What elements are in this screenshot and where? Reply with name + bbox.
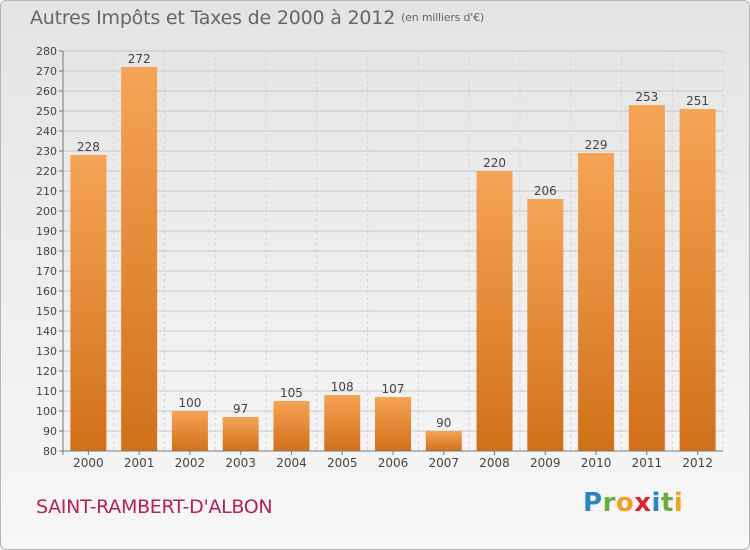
data-label-2009: 206 [534,184,557,198]
commune-name: SAINT-RAMBERT-D'ALBON [36,496,273,518]
data-label-2010: 229 [585,138,608,152]
data-label-2007: 90 [436,416,451,430]
data-label-2011: 253 [635,90,658,104]
bar-2006 [375,397,411,451]
bar-2011 [628,105,665,451]
bar-2010 [578,153,615,451]
x-tick-label-2009: 2009 [530,456,561,470]
x-tick-label-2010: 2010 [581,456,612,470]
y-tick-label: 260 [36,85,57,98]
logo-letter: i [651,488,661,518]
x-tick-label-2011: 2011 [632,456,663,470]
y-tick-label: 270 [36,65,57,78]
proxiti-logo: Proxiti [583,488,683,518]
y-tick-label: 180 [36,245,57,258]
y-tick-label: 210 [36,185,57,198]
y-axis: 80 90 100 110 120 130 140 150 160 170 180 190 200 210… [36,45,64,458]
x-axis: 2000 2001 2002 2003 2004 2005 2006 2007 2008 2009… [63,450,723,470]
data-label-2006: 107 [382,382,405,396]
bar-2001 [121,67,158,451]
y-tick-label: 80 [43,445,57,458]
data-label-2005: 108 [331,380,354,394]
y-tick-label: 160 [36,285,57,298]
bar-2005 [324,395,361,451]
y-tick-label: 250 [36,105,57,118]
bar-2009 [527,199,564,451]
bar-2004 [273,401,310,451]
x-tick-label-2007: 2007 [428,456,459,470]
data-label-2001: 272 [128,52,151,66]
y-tick-label: 120 [36,365,57,378]
y-tick-label: 200 [36,205,57,218]
chart-unit: (en milliers d'€) [401,11,484,24]
logo-letter: i [673,488,684,518]
x-tick-label-2012: 2012 [682,456,713,470]
y-tick-label: 140 [36,325,57,338]
bar-2012 [679,109,716,451]
x-tick-label-2001: 2001 [124,456,155,470]
chart-title: Autres Impôts et Taxes de 2000 à 2012 (en… [30,7,484,29]
x-tick-label-2005: 2005 [327,456,358,470]
data-label-2002: 100 [178,396,201,410]
y-tick-label: 280 [36,45,57,58]
bar-2002 [171,411,208,451]
bars: 228 272 100 97 105 108 107 90 220 206 229 253 251 [70,52,716,451]
x-tick-label-2004: 2004 [276,456,307,470]
y-tick-label: 100 [36,405,57,418]
data-label-2003: 97 [233,402,248,416]
x-tick-label-2000: 2000 [73,456,104,470]
data-label-2008: 220 [483,156,506,170]
x-tick-label-2006: 2006 [378,456,409,470]
chart-title-text: Autres Impôts et Taxes de 2000 à 2012 [30,7,396,29]
x-tick-label-2003: 2003 [225,456,256,470]
y-tick-label: 190 [36,225,57,238]
data-label-2012: 251 [686,94,709,108]
data-label-2000: 228 [77,140,100,154]
logo-letter: r [602,488,616,518]
bar-2007 [425,431,462,451]
bar-2003 [222,417,259,451]
logo-letter: P [583,488,603,518]
bar-2008 [476,171,513,451]
logo-letter: t [660,488,674,518]
data-label-2004: 105 [280,386,303,400]
logo-letter: x [634,488,652,518]
y-tick-label: 90 [43,425,57,438]
bar-2000 [70,155,107,451]
x-tick-label-2008: 2008 [479,456,510,470]
x-tick-label-2002: 2002 [175,456,206,470]
y-tick-label: 230 [36,145,57,158]
y-tick-label: 130 [36,345,57,358]
logo-letter: o [615,488,635,518]
y-tick-label: 150 [36,305,57,318]
y-tick-label: 220 [36,165,57,178]
y-tick-label: 110 [36,385,57,398]
y-tick-label: 240 [36,125,57,138]
y-tick-label: 170 [36,265,57,278]
